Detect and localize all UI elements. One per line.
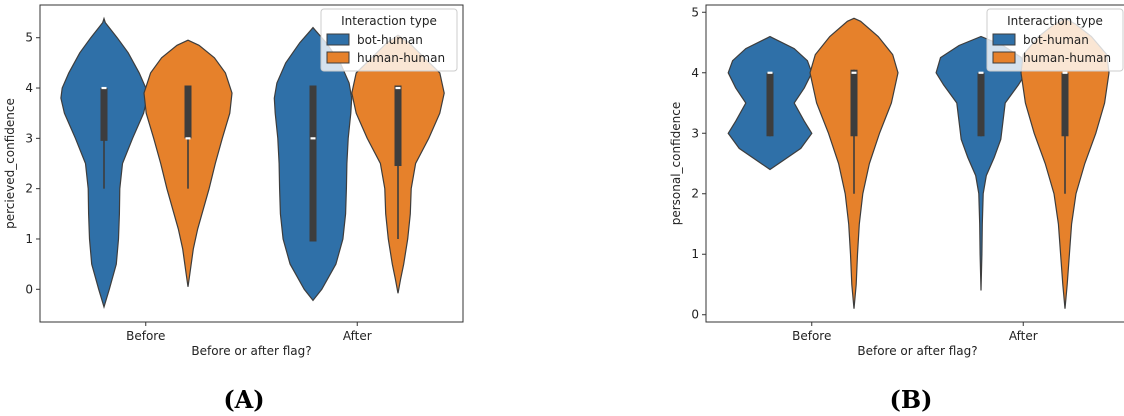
- x-axis-label: Before or after flag?: [857, 344, 977, 358]
- legend-label-bot-human: bot-human: [357, 33, 423, 47]
- panel-a: 0 1 2 3 4 5 Before After Before or after flag? pe…: [3, 4, 464, 414]
- iqr-box-after-human-human: [1061, 72, 1069, 137]
- legend-title: Interaction type: [341, 14, 437, 28]
- y-tick-label: 5: [691, 5, 699, 19]
- y-tick-label: 0: [691, 308, 699, 322]
- legend-box: [986, 8, 1124, 72]
- legend-label-bot-human: bot-human: [1023, 33, 1089, 47]
- iqr-box-after-bot-human: [977, 72, 985, 137]
- y-tick-label: 0: [25, 282, 33, 296]
- legend-title: Interaction type: [1007, 14, 1103, 28]
- y-tick-label: 3: [691, 126, 699, 140]
- y-tick-label: 4: [25, 81, 33, 95]
- legend: Interaction type bot-human human-human: [986, 8, 1124, 72]
- x-tick-label: Before: [126, 329, 165, 343]
- panel-label: (B): [890, 385, 933, 414]
- legend-swatch-human-human: [992, 51, 1016, 64]
- legend-swatch-human-human: [326, 51, 350, 64]
- y-tick-label: 5: [25, 31, 33, 45]
- panel-b: 0 1 2 3 4 5 Before After Before or after flag? pe…: [669, 4, 1124, 414]
- legend-swatch-bot-human: [326, 33, 350, 46]
- violin-after-bot-human: [935, 35, 1027, 291]
- iqr-box-before-bot-human: [100, 88, 108, 141]
- iqr-box-after-bot-human: [309, 85, 317, 242]
- y-tick-label: 3: [25, 131, 33, 145]
- x-tick-label: After: [1009, 329, 1038, 343]
- iqr-box-before-human-human: [184, 85, 192, 139]
- iqr-box-after-human-human: [394, 85, 402, 167]
- legend-label-human-human: human-human: [1023, 51, 1111, 65]
- iqr-box-before-bot-human: [766, 72, 774, 137]
- plot-frame: [705, 4, 1124, 323]
- iqr-box-before-human-human: [850, 69, 858, 137]
- y-axis-label: personal_confidence: [669, 102, 683, 226]
- x-axis-label: Before or after flag?: [191, 344, 311, 358]
- x-tick-label: After: [343, 329, 372, 343]
- legend-box: [320, 8, 458, 72]
- plot-frame: [39, 4, 464, 323]
- legend-swatch-bot-human: [992, 33, 1016, 46]
- y-tick-label: 1: [691, 247, 699, 261]
- legend-label-human-human: human-human: [357, 51, 445, 65]
- y-tick-label: 2: [25, 182, 33, 196]
- y-axis-label: percieved_confidence: [3, 98, 17, 229]
- y-tick-label: 1: [25, 232, 33, 246]
- panel-label: (A): [223, 385, 264, 414]
- legend: Interaction type bot-human human-human: [320, 8, 458, 72]
- y-tick-label: 4: [691, 66, 699, 80]
- y-tick-label: 2: [691, 187, 699, 201]
- x-tick-label: Before: [792, 329, 831, 343]
